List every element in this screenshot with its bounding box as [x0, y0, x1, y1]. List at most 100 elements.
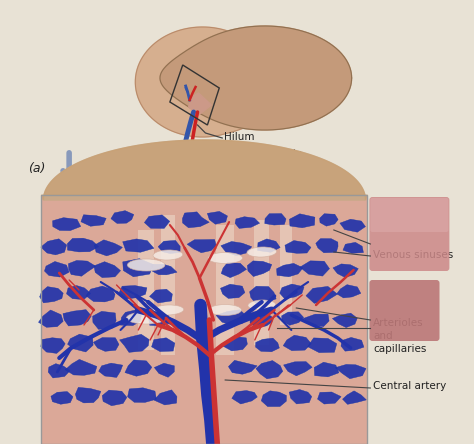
Polygon shape — [314, 362, 339, 377]
Polygon shape — [335, 365, 366, 379]
Polygon shape — [149, 313, 171, 326]
FancyBboxPatch shape — [369, 197, 449, 271]
Polygon shape — [340, 219, 365, 232]
Ellipse shape — [209, 305, 241, 316]
Polygon shape — [120, 310, 141, 325]
Bar — [281, 225, 292, 325]
Text: Hilum: Hilum — [224, 132, 255, 142]
Polygon shape — [232, 391, 257, 404]
Polygon shape — [256, 361, 283, 379]
Polygon shape — [283, 335, 311, 351]
Polygon shape — [63, 309, 91, 326]
Bar — [216, 225, 234, 355]
Ellipse shape — [127, 312, 166, 324]
Polygon shape — [308, 338, 337, 353]
Polygon shape — [337, 285, 361, 298]
Polygon shape — [149, 289, 173, 303]
Polygon shape — [152, 338, 175, 352]
Bar — [138, 230, 154, 350]
Polygon shape — [221, 262, 246, 278]
Text: Splenic vein: Splenic vein — [239, 149, 302, 159]
Polygon shape — [182, 212, 209, 228]
Polygon shape — [92, 311, 116, 329]
Polygon shape — [128, 388, 156, 402]
Ellipse shape — [128, 259, 165, 271]
Polygon shape — [290, 214, 315, 228]
Polygon shape — [38, 310, 63, 327]
Polygon shape — [343, 391, 366, 404]
Polygon shape — [303, 314, 329, 327]
Polygon shape — [220, 284, 245, 298]
Polygon shape — [99, 363, 123, 377]
Polygon shape — [318, 392, 341, 404]
Polygon shape — [94, 262, 120, 278]
Text: (a): (a) — [27, 162, 45, 174]
Polygon shape — [93, 337, 119, 351]
Polygon shape — [119, 285, 147, 299]
Polygon shape — [67, 238, 99, 252]
Polygon shape — [222, 337, 247, 351]
Ellipse shape — [247, 247, 276, 257]
Polygon shape — [277, 263, 303, 277]
Polygon shape — [41, 239, 67, 255]
Text: Venous sinuses: Venous sinuses — [374, 250, 454, 260]
Polygon shape — [247, 261, 272, 277]
Text: Splenic artery: Splenic artery — [239, 160, 312, 170]
Polygon shape — [228, 361, 257, 374]
Polygon shape — [282, 312, 303, 325]
Polygon shape — [145, 215, 170, 228]
Ellipse shape — [248, 300, 275, 310]
Polygon shape — [119, 334, 149, 353]
Polygon shape — [48, 364, 70, 378]
Polygon shape — [125, 360, 152, 376]
Polygon shape — [289, 389, 312, 404]
Polygon shape — [306, 286, 337, 303]
Polygon shape — [123, 259, 154, 277]
Polygon shape — [333, 264, 358, 278]
Bar — [42, 195, 367, 444]
Polygon shape — [158, 241, 180, 254]
FancyBboxPatch shape — [369, 280, 439, 341]
Polygon shape — [65, 359, 97, 375]
Polygon shape — [257, 239, 280, 252]
Polygon shape — [332, 313, 357, 328]
Polygon shape — [280, 284, 304, 299]
Polygon shape — [255, 338, 279, 352]
Ellipse shape — [153, 250, 182, 260]
Polygon shape — [250, 313, 273, 328]
Polygon shape — [135, 27, 271, 137]
Ellipse shape — [152, 305, 184, 315]
Polygon shape — [221, 242, 252, 256]
Bar — [161, 215, 175, 355]
Polygon shape — [53, 218, 81, 230]
Polygon shape — [123, 239, 154, 252]
Polygon shape — [300, 261, 329, 276]
Polygon shape — [42, 140, 367, 200]
Text: Arterioles
and
capillaries: Arterioles and capillaries — [374, 318, 427, 354]
Polygon shape — [285, 241, 311, 254]
Polygon shape — [102, 390, 127, 406]
Polygon shape — [154, 390, 177, 405]
Polygon shape — [155, 363, 174, 377]
Polygon shape — [250, 286, 276, 303]
Polygon shape — [187, 239, 216, 253]
Text: Central artery: Central artery — [374, 381, 447, 391]
FancyBboxPatch shape — [370, 198, 448, 232]
Polygon shape — [189, 93, 211, 115]
Polygon shape — [316, 238, 338, 253]
Polygon shape — [343, 242, 364, 253]
Polygon shape — [235, 217, 260, 228]
Polygon shape — [111, 210, 134, 223]
Polygon shape — [68, 334, 93, 352]
Polygon shape — [45, 262, 69, 277]
Polygon shape — [44, 140, 365, 200]
Ellipse shape — [208, 253, 243, 263]
Polygon shape — [94, 240, 122, 256]
Polygon shape — [81, 215, 106, 226]
Polygon shape — [40, 287, 63, 303]
Polygon shape — [207, 211, 228, 224]
Polygon shape — [66, 285, 91, 300]
Polygon shape — [86, 286, 115, 302]
Polygon shape — [75, 387, 101, 403]
Polygon shape — [265, 214, 286, 225]
